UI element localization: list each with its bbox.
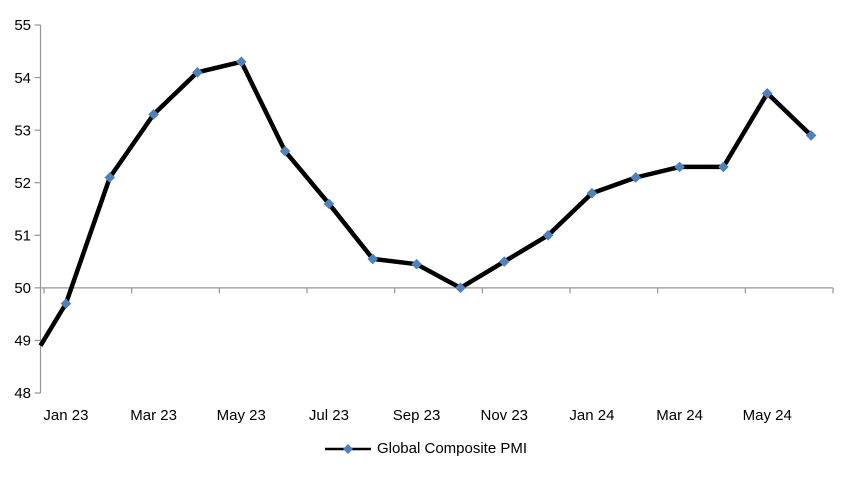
data-point-marker [60, 298, 72, 309]
y-axis-label: 52 [14, 175, 31, 192]
legend-label: Global Composite PMI [376, 440, 528, 457]
x-axis-label: May 23 [217, 407, 266, 424]
data-point-marker [455, 282, 466, 294]
y-axis-label: 49 [14, 333, 31, 350]
x-axis-label: Mar 23 [130, 407, 177, 424]
series-line [38, 59, 813, 347]
x-axis-label: Sep 23 [393, 407, 441, 424]
legend-diamond-sample [343, 443, 353, 454]
y-axis-label: 51 [14, 227, 31, 244]
chart-canvas: 48 49 50 51 52 53 54 55 Jan 23 Mar 23 May 23 Jul 23… [14, 17, 834, 424]
y-axis-label: 54 [14, 70, 31, 87]
x-axis-label: Jan 24 [569, 407, 614, 424]
data-point-marker [323, 198, 335, 210]
data-point-marker [279, 145, 291, 157]
x-axis-label: Mar 24 [656, 407, 703, 424]
y-axis-label: 50 [14, 280, 31, 297]
legend: Global Composite PMI [0, 440, 852, 457]
y-axis-label: 53 [14, 122, 31, 139]
x-axis-label: Jul 23 [309, 407, 349, 424]
y-axis-label: 48 [14, 385, 31, 402]
x-axis-label: Nov 23 [480, 407, 528, 424]
data-point-marker [498, 256, 510, 267]
data-point-marker [674, 161, 685, 173]
x-axis-label: Jan 23 [43, 407, 88, 424]
y-axis-label: 55 [14, 17, 31, 34]
x-axis-label: May 24 [743, 407, 792, 424]
data-point-marker [411, 258, 422, 270]
legend-marker-icon [324, 443, 371, 454]
